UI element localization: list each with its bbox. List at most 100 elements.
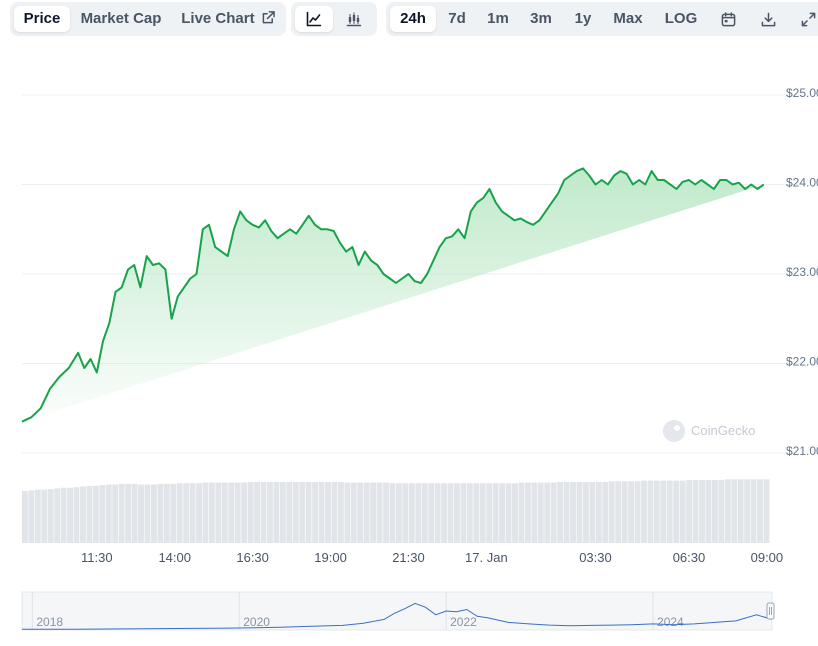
volume-bar: [576, 481, 583, 543]
log-scale-button[interactable]: LOG: [664, 10, 698, 27]
tab-live-chart[interactable]: Live Chart: [174, 6, 282, 32]
volume-bar: [228, 482, 235, 543]
volume-bar: [531, 482, 538, 543]
navigator-year-label: 2018: [36, 615, 63, 629]
volume-bar: [679, 480, 686, 543]
fullscreen-button[interactable]: [790, 6, 818, 32]
range-7d-button[interactable]: 7d: [448, 10, 466, 27]
volume-bar: [350, 482, 357, 543]
volume-bar: [86, 485, 93, 543]
volume-bar: [750, 479, 757, 543]
volume-bar: [80, 486, 86, 543]
volume-bar: [653, 480, 660, 543]
x-tick-label: 19:00: [314, 550, 347, 565]
y-tick-label: $24.00: [786, 176, 818, 190]
x-tick-label: 16:30: [236, 550, 269, 565]
volume-bar: [241, 482, 248, 543]
volume-bar: [557, 481, 564, 543]
volume-bar: [357, 482, 364, 543]
volume-bar: [389, 483, 396, 543]
y-axis: $25.00 $24.00 $23.00 $22.00 $21.00: [786, 86, 818, 458]
volume-bar: [673, 480, 680, 543]
gridlines: [22, 94, 800, 454]
x-tick-label: 06:30: [673, 550, 706, 565]
volume-bar: [763, 479, 770, 543]
volume-bar: [396, 483, 402, 543]
volume-bar: [170, 483, 177, 543]
x-tick-label: 21:30: [392, 550, 425, 565]
volume-bar: [705, 479, 712, 543]
navigator-year-label: 2022: [450, 615, 477, 629]
volume-bar: [408, 483, 415, 543]
tab-market-cap[interactable]: Market Cap: [80, 10, 162, 27]
volume-bar: [305, 481, 312, 543]
calendar-icon: [721, 11, 735, 26]
volume-bar: [54, 488, 61, 543]
volume-bar: [757, 479, 763, 543]
coingecko-logo-icon: [663, 420, 685, 442]
range-max-button[interactable]: Max: [613, 10, 643, 27]
volume-bar: [731, 479, 738, 543]
navigator-year-label: 2024: [657, 615, 684, 629]
line-chart-button[interactable]: [295, 6, 333, 32]
volume-bar: [209, 482, 215, 543]
range-1y-button[interactable]: 1y: [574, 10, 592, 27]
volume-bar: [183, 483, 190, 543]
volume-bar: [176, 483, 183, 543]
volume-bar: [125, 483, 132, 543]
volume-bar: [479, 483, 486, 543]
range-group: 24h 7d 1m 3m 1y Max LOG: [386, 2, 818, 36]
volume-bar: [634, 481, 641, 543]
volume-bar: [112, 484, 119, 543]
x-tick-label: 11:30: [81, 550, 113, 565]
volume-bar: [41, 489, 48, 543]
volume-bar: [466, 483, 473, 543]
volume-bar: [344, 482, 351, 543]
volume-bar: [363, 482, 370, 543]
tab-price[interactable]: Price: [14, 6, 70, 32]
volume-bar: [383, 482, 389, 543]
volume-bar: [537, 482, 544, 543]
volume-bar: [22, 491, 28, 543]
download-button[interactable]: [750, 6, 786, 32]
volume-bar: [292, 481, 299, 543]
volume-bar: [267, 481, 273, 543]
volume-bar: [744, 479, 751, 543]
volume-bar: [415, 483, 422, 543]
y-tick-label: $25.00: [786, 86, 818, 100]
volume-bar: [660, 480, 667, 543]
volume-bar: [628, 481, 634, 543]
volume-bar: [550, 482, 557, 543]
watermark-text: CoinGecko: [691, 423, 755, 438]
volume-bar: [286, 481, 293, 543]
volume-bar: [215, 482, 222, 543]
volume-bar: [583, 481, 589, 543]
volume-bar: [99, 485, 106, 543]
volume-bar: [34, 489, 41, 543]
x-axis: 11:30 14:00 16:30 19:00 21:30 17. Jan 03:30 06:…: [81, 550, 783, 565]
volume-bar: [28, 490, 35, 543]
range-24h-button[interactable]: 24h: [390, 6, 436, 32]
volume-bar: [486, 483, 493, 543]
navigator-handle[interactable]: [766, 602, 775, 620]
volume-bar: [247, 481, 254, 543]
date-range-button[interactable]: [710, 6, 746, 32]
volume-bar: [92, 485, 99, 543]
volume-bar: [718, 479, 725, 543]
line-chart-icon: [306, 11, 322, 27]
coingecko-watermark: CoinGecko: [663, 420, 755, 442]
chart-type-group: [291, 2, 377, 36]
volume-bar: [505, 483, 512, 543]
volume-bar: [234, 482, 241, 543]
range-1m-button[interactable]: 1m: [487, 10, 509, 27]
volume-bar: [118, 483, 125, 543]
volume-bar: [595, 481, 602, 543]
volume-bar: [621, 481, 628, 543]
range-3m-button[interactable]: 3m: [530, 10, 552, 27]
navigator[interactable]: 2018 2020 2022 2024: [21, 591, 775, 631]
metric-tab-group: Price Market Cap Live Chart: [10, 2, 286, 36]
candlestick-chart-button[interactable]: [335, 6, 373, 32]
volume-bar: [150, 484, 157, 543]
y-tick-label: $21.00: [786, 444, 818, 458]
